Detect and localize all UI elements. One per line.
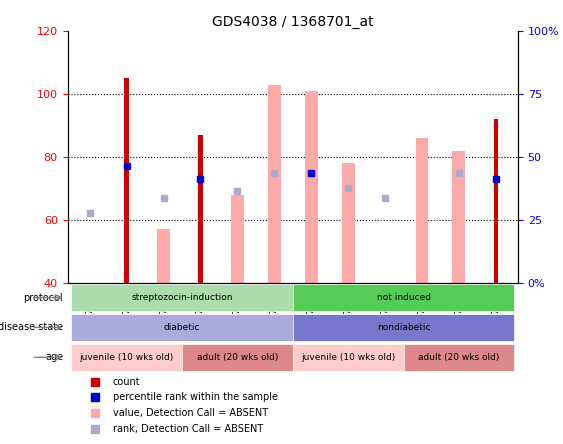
Bar	[305, 91, 318, 283]
FancyBboxPatch shape	[72, 314, 293, 341]
Bar	[124, 78, 129, 283]
Bar	[494, 119, 498, 283]
Text: adult (20 wks old): adult (20 wks old)	[196, 353, 278, 362]
FancyBboxPatch shape	[293, 284, 514, 311]
FancyBboxPatch shape	[72, 344, 182, 371]
Bar	[268, 84, 281, 283]
Bar	[157, 229, 170, 283]
Bar	[231, 194, 244, 283]
Text: streptozocin-induction: streptozocin-induction	[131, 293, 233, 302]
Text: rank, Detection Call = ABSENT: rank, Detection Call = ABSENT	[113, 424, 263, 434]
FancyBboxPatch shape	[72, 284, 293, 311]
Text: percentile rank within the sample: percentile rank within the sample	[113, 392, 278, 402]
Text: juvenile (10 wks old): juvenile (10 wks old)	[79, 353, 174, 362]
Text: value, Detection Call = ABSENT: value, Detection Call = ABSENT	[113, 408, 268, 418]
Text: not induced: not induced	[377, 293, 431, 302]
FancyBboxPatch shape	[293, 314, 514, 341]
Text: juvenile (10 wks old): juvenile (10 wks old)	[301, 353, 395, 362]
FancyBboxPatch shape	[404, 344, 514, 371]
Text: protocol: protocol	[24, 293, 63, 302]
Bar	[198, 135, 203, 283]
Text: diabetic: diabetic	[164, 323, 200, 332]
Text: adult (20 wks old): adult (20 wks old)	[418, 353, 499, 362]
Bar	[415, 138, 428, 283]
Text: count: count	[113, 377, 140, 387]
Text: age: age	[45, 352, 63, 362]
Bar	[453, 151, 466, 283]
FancyBboxPatch shape	[182, 344, 293, 371]
Text: disease state: disease state	[0, 322, 63, 333]
Bar	[342, 163, 355, 283]
Text: nondiabetic: nondiabetic	[377, 323, 430, 332]
FancyBboxPatch shape	[293, 344, 404, 371]
Title: GDS4038 / 1368701_at: GDS4038 / 1368701_at	[212, 15, 374, 29]
